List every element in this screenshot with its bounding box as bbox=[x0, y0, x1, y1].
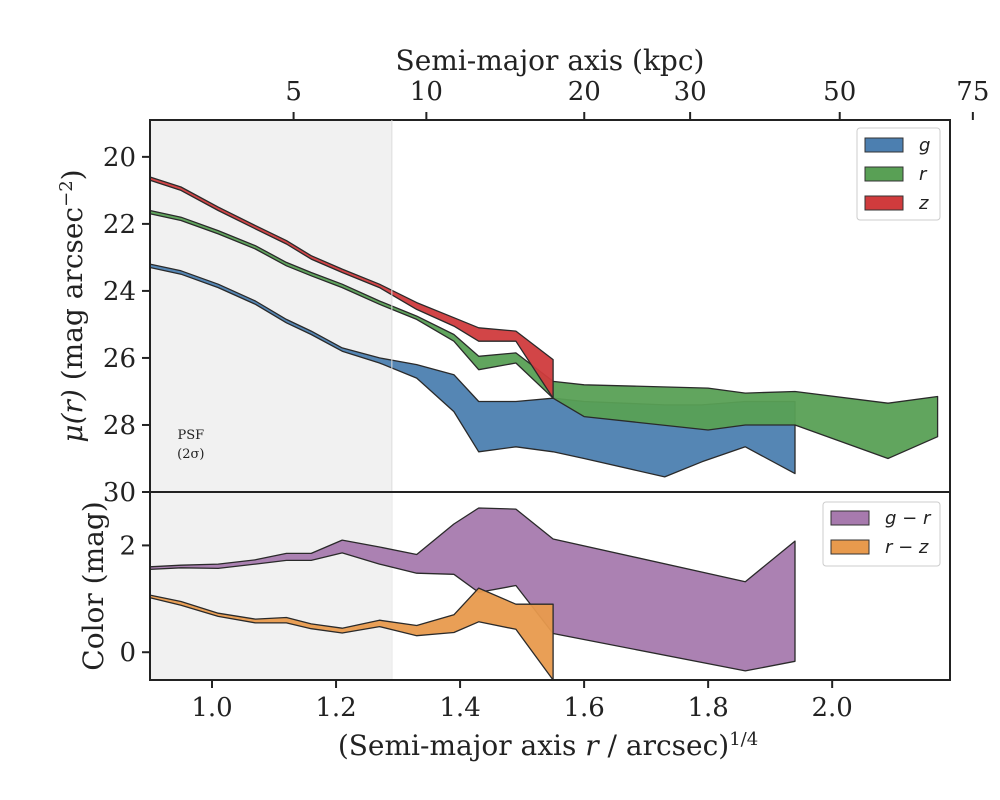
top-x-tick-label: 5 bbox=[285, 77, 302, 107]
color-band-g-r bbox=[149, 507, 796, 672]
top-x-ticks-kpc: 51020305075100 bbox=[285, 77, 989, 120]
legend-label-z: z bbox=[918, 193, 929, 214]
x-tick-label: 1.8 bbox=[687, 693, 728, 723]
top-y-axis-label: μ(r) (mag arcsec−2) bbox=[56, 169, 90, 442]
legend-label-r-z: r − z bbox=[885, 537, 929, 558]
surface-brightness-bands bbox=[149, 176, 939, 478]
psf-annotation: PSF (2σ) bbox=[177, 428, 204, 462]
x-tick-label: 1.4 bbox=[439, 693, 480, 723]
y-tick-label: 24 bbox=[103, 277, 136, 307]
x-tick-label: 1.2 bbox=[315, 693, 356, 723]
legend-swatch-z bbox=[864, 195, 904, 211]
top-x-tick-label: 10 bbox=[410, 77, 443, 107]
psf-annotation-line1: PSF bbox=[177, 428, 204, 443]
legend-swatch-g-r bbox=[830, 510, 870, 526]
legend-label-g: g bbox=[919, 135, 930, 156]
y-tick-label: 0 bbox=[119, 638, 136, 668]
legend-swatch-r-z bbox=[830, 539, 870, 555]
band-g bbox=[149, 263, 796, 478]
top-x-tick-label: 30 bbox=[674, 77, 707, 107]
y-tick-label: 20 bbox=[103, 143, 136, 173]
y-tick-label: 28 bbox=[103, 411, 136, 441]
y-tick-label: 2 bbox=[119, 531, 136, 561]
bottom-y-ticks: 02 bbox=[119, 531, 150, 668]
psf-shaded-region-bottom bbox=[150, 492, 392, 680]
top-y-ticks: 20 22 24 26 28 30 bbox=[103, 143, 150, 508]
psf-annotation-line2: (2σ) bbox=[177, 447, 204, 462]
legend-label-g-r: g − r bbox=[885, 508, 932, 529]
bottom-legend: g − r r − z bbox=[822, 501, 941, 567]
top-x-tick-label: 75 bbox=[956, 77, 989, 107]
psf-shaded-region bbox=[150, 120, 392, 492]
y-tick-label: 22 bbox=[103, 210, 136, 240]
y-tick-label: 30 bbox=[103, 478, 136, 508]
legend-swatch-r bbox=[864, 166, 904, 182]
top-x-tick-label: 20 bbox=[568, 77, 601, 107]
x-tick-label: 2.0 bbox=[811, 693, 852, 723]
bottom-x-axis-label: (Semi-major axis r / arcsec)1/4 bbox=[338, 729, 758, 763]
color-panel: 02 1.0 1.2 1.4 1.6 1.8 2.0 (Semi-major axis r… bbox=[77, 491, 951, 763]
top-axis-label: Semi-major axis (kpc) bbox=[396, 44, 705, 77]
bottom-x-ticks: 1.0 1.2 1.4 1.6 1.8 2.0 bbox=[191, 680, 853, 723]
legend-label-r: r bbox=[919, 164, 928, 185]
top-x-tick-label: 50 bbox=[823, 77, 856, 107]
band-z bbox=[149, 176, 554, 399]
y-tick-label: 26 bbox=[103, 344, 136, 374]
x-tick-label: 1.6 bbox=[563, 693, 604, 723]
bottom-panel-frame bbox=[149, 491, 951, 681]
bottom-y-axis-label: Color (mag) bbox=[77, 501, 110, 670]
legend-swatch-g bbox=[864, 137, 904, 153]
band-r bbox=[149, 209, 939, 460]
top-legend: grz bbox=[856, 127, 941, 221]
x-tick-label: 1.0 bbox=[191, 693, 232, 723]
